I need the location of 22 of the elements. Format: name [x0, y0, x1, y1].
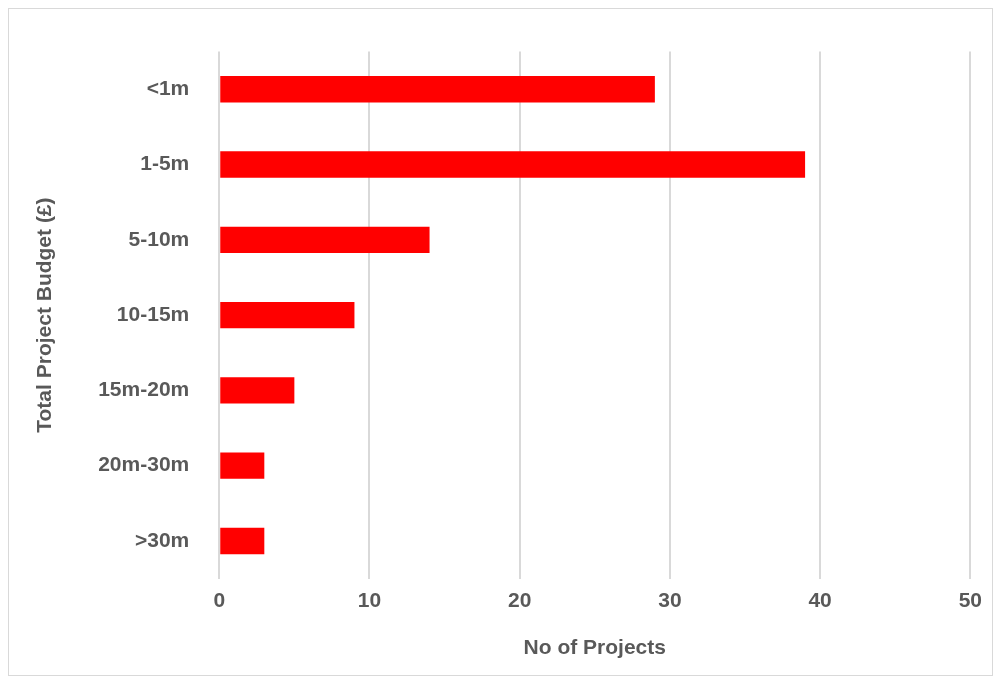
- bar: [220, 301, 355, 329]
- x-tick-label: 10: [357, 588, 382, 611]
- bar: [220, 452, 265, 479]
- y-tick-label: 20m-30m: [98, 452, 190, 476]
- y-tick-label: 10-15m: [116, 301, 190, 325]
- x-tick-label: 30: [658, 588, 682, 611]
- x-tick-label: 40: [808, 588, 832, 611]
- bar: [220, 377, 295, 404]
- y-tick-label: 1-5m: [140, 151, 190, 175]
- x-tick-label: 0: [213, 588, 226, 611]
- x-tick-label: 20: [508, 588, 532, 611]
- bar: [220, 151, 806, 178]
- x-axis-title: No of Projects: [523, 635, 666, 659]
- bar: [220, 226, 430, 253]
- y-tick-label: 15m-20m: [98, 377, 190, 401]
- y-tick-label: >30m: [134, 527, 190, 551]
- y-axis-title: Total Project Budget (£): [32, 197, 56, 433]
- bar: [220, 527, 265, 555]
- y-tick-label: 5-10m: [128, 226, 190, 250]
- x-tick-label: 50: [958, 588, 982, 611]
- bar: [220, 76, 655, 103]
- y-tick-label: <1m: [146, 76, 190, 100]
